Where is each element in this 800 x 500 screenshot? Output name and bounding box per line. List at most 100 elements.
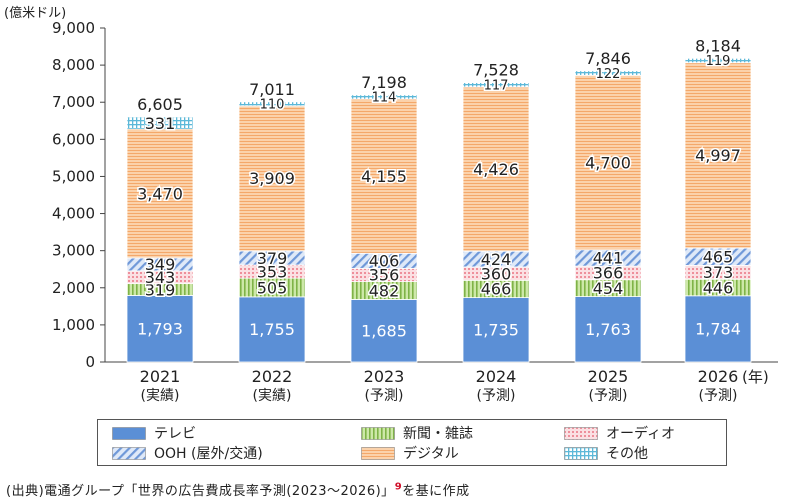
data-label-digital: 3,470 [137,184,183,203]
legend-label-tv: テレビ [154,426,196,442]
data-label-digital: 4,426 [473,160,519,179]
data-label-audio: 356 [369,266,400,285]
x-tick-sublabel: (実績) [141,388,180,404]
data-label-tv: 1,763 [585,320,631,339]
data-label-digital: 3,909 [249,169,295,188]
x-tick-sublabel: (実績) [253,388,292,404]
bar-segment-other [350,94,418,100]
legend-swatch-other [564,446,598,460]
bar-segment-other [126,116,194,130]
legend-item-audio: オーディオ [564,423,675,443]
bar-total-label: 6,605 [137,95,183,114]
bar-segment-tv [462,297,530,363]
data-label-ooh: 379 [257,249,288,268]
data-label-tv: 1,735 [473,321,519,340]
data-label-other: 331 [145,114,176,133]
y-tick-label: 8,000 [52,56,95,74]
data-label-ooh: 406 [369,252,400,271]
x-axis-year-suffix: (年) [742,368,769,386]
data-label-newspaper: 446 [703,278,734,297]
y-axis-unit-label: (億米ドル) [4,6,67,21]
source-text-suffix: を基に作成 [402,484,470,499]
legend-label-other: その他 [606,446,648,462]
legend-label-newspaper: 新聞・雑誌 [403,426,473,442]
data-label-newspaper: 505 [257,278,288,297]
y-tick-label: 0 [85,353,95,371]
legend-label-ooh: OOH (屋外/交通) [154,446,263,462]
y-tick-label: 5,000 [52,167,95,185]
data-label-tv: 1,685 [361,321,407,340]
data-label-other: 119 [706,54,731,69]
legend-swatch-tv [112,426,146,440]
data-label-newspaper: 482 [369,281,400,300]
data-label-tv: 1,793 [137,319,183,338]
data-label-other: 117 [484,78,509,93]
bar-segment-tv [350,299,418,363]
data-label-newspaper: 454 [593,279,624,298]
x-tick-label: 2024 [476,367,517,386]
data-label-ooh: 465 [703,248,734,267]
bar-segment-digital [684,62,752,249]
bar-segment-digital [350,98,418,254]
bar-total-label: 7,846 [585,49,631,68]
bar-segment-digital [462,86,530,252]
y-tick-label: 7,000 [52,93,95,111]
y-tick-label: 1,000 [52,316,95,334]
legend-item-digital: デジタル [361,443,459,463]
bar-segment-other [238,101,306,107]
legend-swatch-newspaper [361,426,395,440]
data-label-newspaper: 319 [145,280,176,299]
legend-label-digital: デジタル [403,446,459,462]
data-label-ooh: 424 [481,250,512,269]
x-tick-label: 2022 [252,367,293,386]
data-label-newspaper: 466 [481,280,512,299]
legend-item-other: その他 [564,443,648,463]
legend-swatch-ooh [112,446,146,460]
y-tick-label: 2,000 [52,279,95,297]
x-tick-sublabel: (予測) [365,388,404,404]
x-tick-label: 2026 [698,367,739,386]
bar-segment-tv [238,296,306,363]
legend-item-ooh: OOH (屋外/交通) [112,443,263,463]
data-label-tv: 1,755 [249,320,295,339]
data-label-digital: 4,700 [585,153,631,172]
bar-segment-digital [238,105,306,252]
bar-total-label: 7,528 [473,61,519,80]
data-label-digital: 4,997 [695,146,741,165]
data-label-tv: 1,784 [695,320,741,339]
data-label-other: 114 [372,91,397,106]
data-label-audio: 353 [257,262,288,281]
y-tick-label: 9,000 [52,19,95,37]
bar-total-label: 7,198 [361,73,407,92]
y-tick-label: 3,000 [52,242,95,260]
source-note: (出典)電通グループ「世界の広告費成長率予測(2023〜2026)」9を基に作成 [6,480,470,499]
bar-segment-tv [684,295,752,363]
legend-label-audio: オーディオ [606,426,676,442]
bar-segment-digital [574,74,642,251]
data-label-audio: 343 [145,268,176,287]
x-tick-sublabel: (予測) [699,388,738,404]
bar-segment-digital [126,128,194,259]
data-label-audio: 366 [593,264,624,283]
data-label-ooh: 349 [145,255,176,274]
bar-segment-other [684,57,752,64]
legend-swatch-digital [361,446,395,460]
data-label-digital: 4,155 [361,167,407,186]
data-label-audio: 360 [481,264,512,283]
data-label-other: 122 [596,67,621,82]
data-label-ooh: 441 [593,249,624,268]
x-tick-label: 2023 [364,367,405,386]
legend-swatch-audio [564,426,598,440]
x-tick-label: 2021 [140,367,181,386]
legend-item-newspaper: 新聞・雑誌 [361,423,473,443]
x-tick-sublabel: (予測) [477,388,516,404]
bar-total-label: 8,184 [695,36,741,55]
y-tick-label: 4,000 [52,205,95,223]
y-tick-label: 6,000 [52,130,95,148]
footnote-marker: 9 [394,481,403,493]
data-label-other: 110 [260,98,285,113]
legend: テレビ 新聞・雑誌 オーディオ OOH (屋外/交通) デジタル その他 [97,419,727,466]
bar-segment-other [462,82,530,88]
legend-item-tv: テレビ [112,423,196,443]
